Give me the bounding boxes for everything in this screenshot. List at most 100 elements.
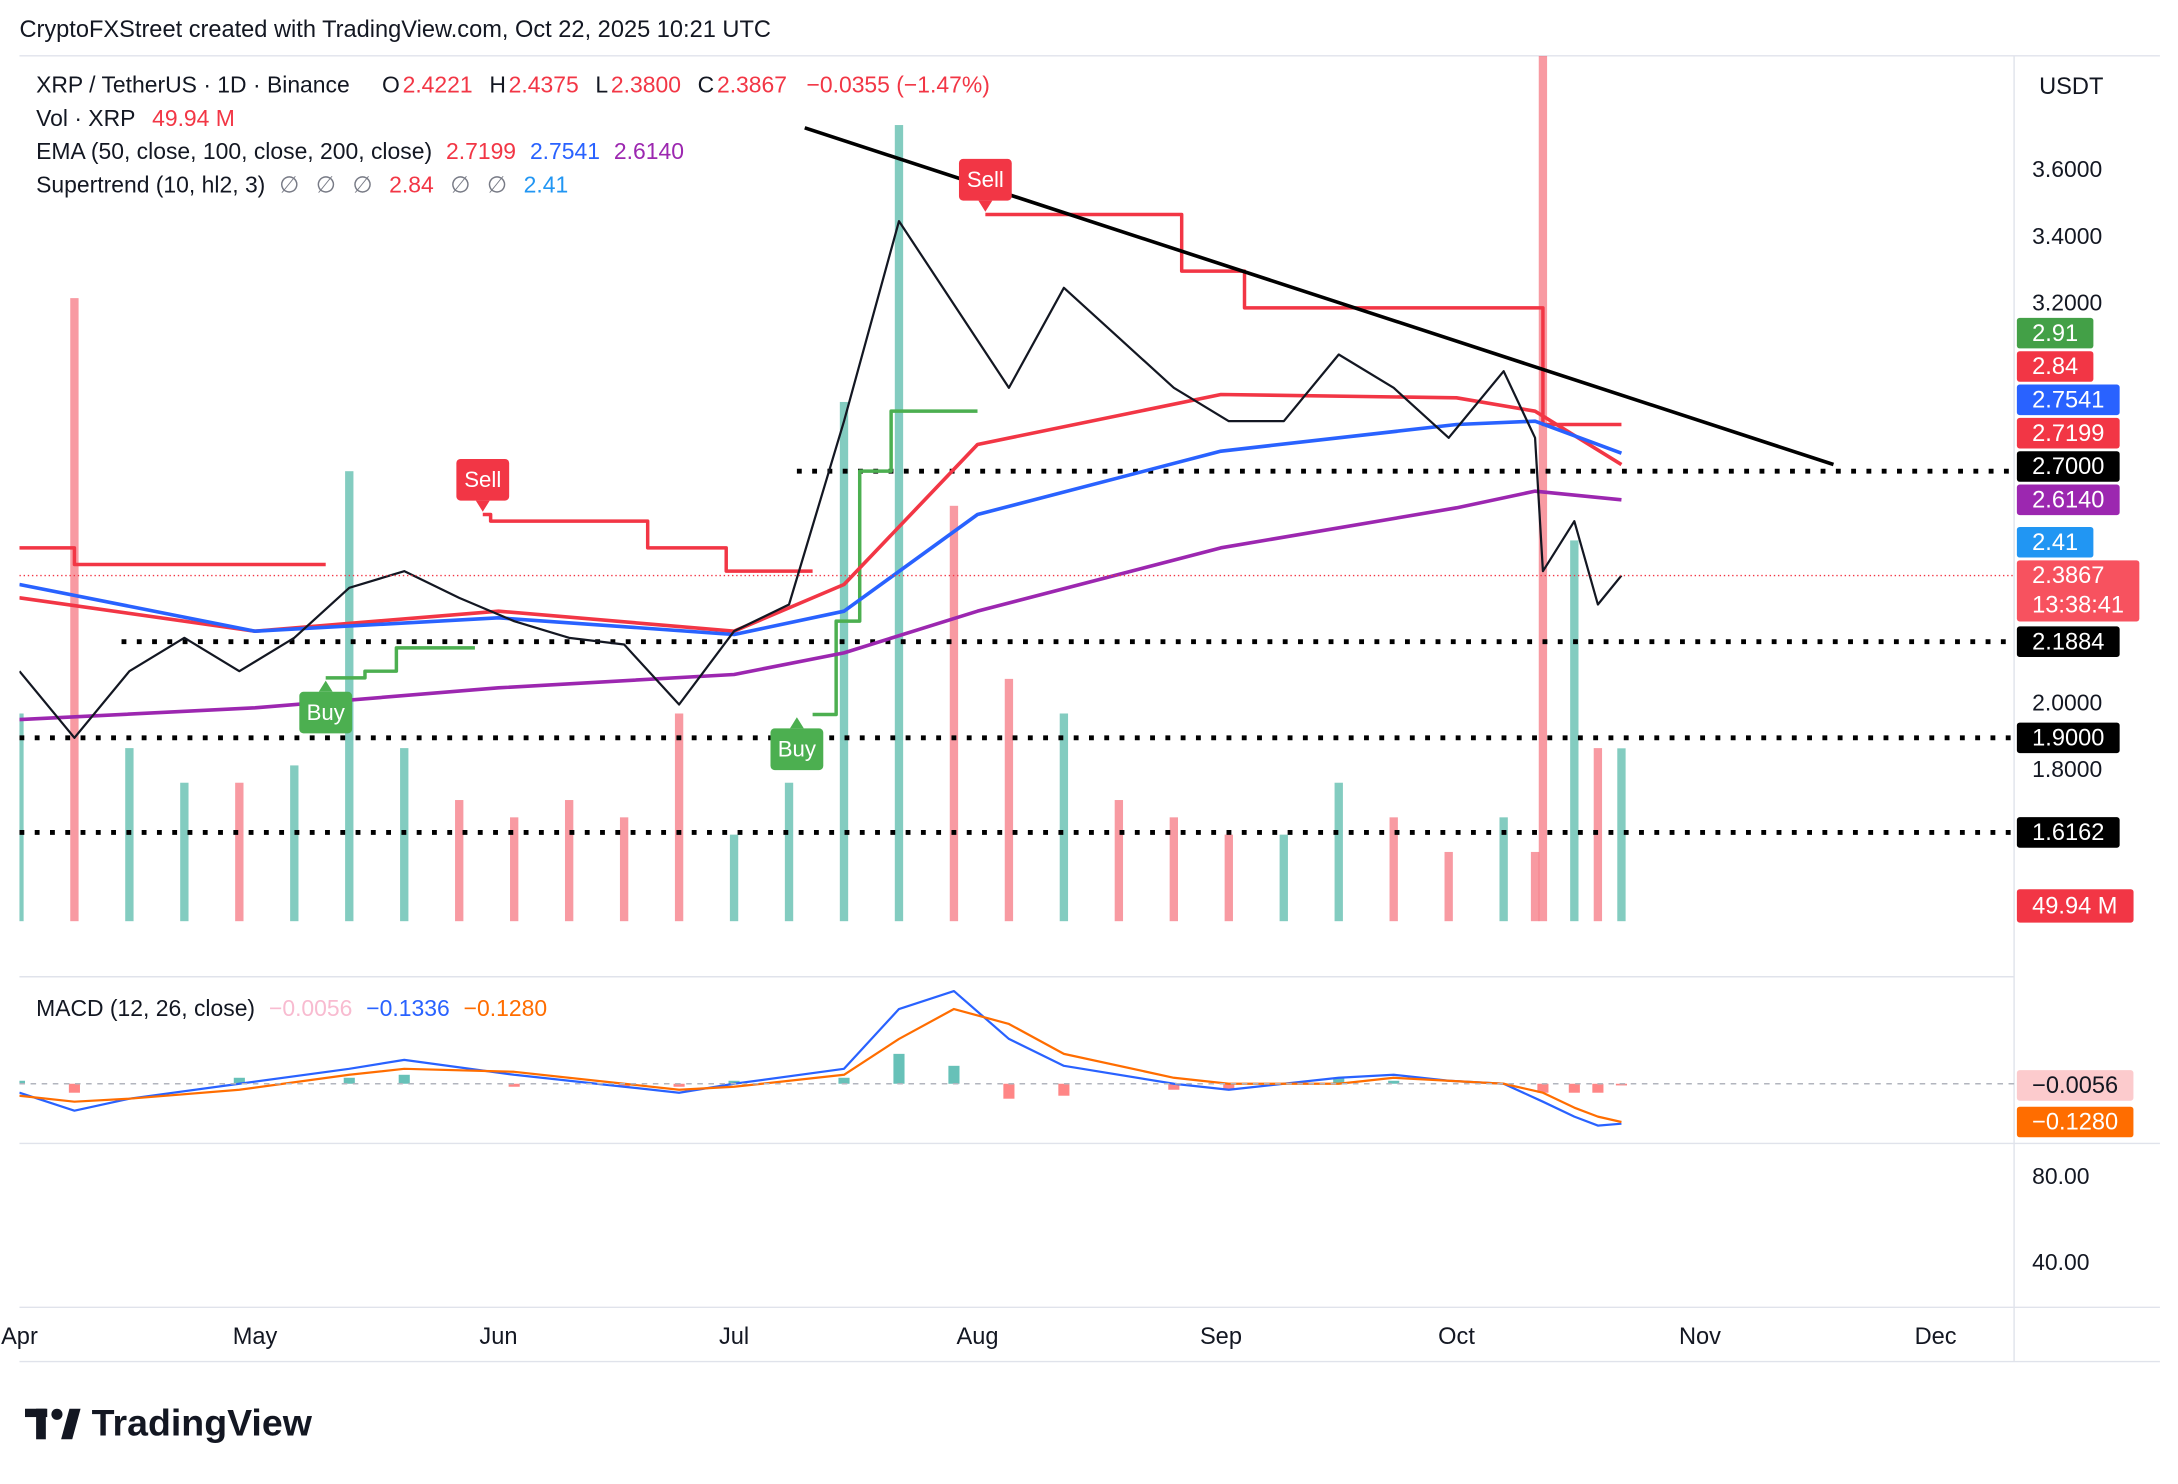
y-tick-label: 2.0000	[2032, 690, 2102, 716]
volume-bar	[180, 782, 189, 922]
plot: Buy Buy Sell Sell	[19, 55, 2015, 1127]
x-tick-label: Dec	[1915, 1324, 1957, 1350]
price-tag	[2016, 526, 2094, 558]
legend-text: XRP / TetherUS · 1D · Binance	[36, 71, 350, 97]
macd-histogram-bar	[508, 1083, 520, 1087]
ema-line	[19, 392, 1623, 633]
volume-bar	[1538, 55, 1548, 922]
logo-shape	[51, 1408, 63, 1420]
legend-text: 49.94 M	[152, 105, 235, 131]
price-tag-label: −0.1280	[2032, 1110, 2118, 1136]
countdown: 13:38:41	[2032, 592, 2124, 618]
signal-pointer	[475, 500, 490, 512]
y-tick-label: 40.00	[2032, 1249, 2089, 1275]
legend-text: ∅	[450, 171, 470, 197]
volume-bar	[674, 713, 684, 922]
volume-tag	[2016, 889, 2134, 923]
legend-text: −0.1280	[464, 995, 547, 1021]
macd-histogram-bar	[948, 1065, 960, 1084]
legend-text: 2.3867	[717, 71, 787, 97]
volume-bar	[949, 505, 959, 922]
legend-text: −0.0056	[269, 995, 352, 1021]
macd-histogram-bar	[838, 1077, 850, 1084]
legend-text: L	[595, 71, 608, 97]
legend-text: 2.4221	[403, 71, 473, 97]
volume-bar	[1114, 800, 1124, 922]
price-tag	[2016, 384, 2120, 416]
ema-line	[19, 419, 1623, 637]
macd-histogram-bar	[1537, 1083, 1549, 1093]
price-tag-label: 2.84	[2032, 354, 2078, 380]
volume-bar	[19, 713, 24, 922]
price-tag-label: 2.1884	[2032, 629, 2104, 655]
x-tick-label: Apr	[1, 1324, 38, 1350]
signal-line	[19, 1007, 1622, 1124]
y-tick-label: 3.4000	[2032, 223, 2102, 249]
volume-bar	[1499, 817, 1508, 922]
price-tag	[2016, 351, 2094, 382]
legend-text: 2.41	[524, 171, 569, 197]
macd-histogram-bar	[1615, 1083, 1628, 1086]
price-tag-label: 2.6140	[2032, 487, 2104, 513]
x-tick-label: Oct	[1438, 1324, 1475, 1350]
legend-text: H	[489, 71, 506, 97]
signal-label-box	[958, 158, 1012, 201]
y-tick-label: 1.8000	[2032, 756, 2102, 782]
price-tag	[2016, 722, 2120, 754]
macd-histogram-bar	[618, 1083, 630, 1087]
legend-text: ∅	[279, 171, 299, 197]
legend-text: 2.4375	[509, 71, 579, 97]
x-tick-label: Sep	[1200, 1324, 1242, 1350]
volume-bar	[839, 401, 849, 922]
signal-pointer	[789, 717, 804, 729]
volume-bar	[1530, 851, 1540, 922]
currency: USDT	[2039, 74, 2103, 100]
volume-bar	[510, 817, 519, 922]
signal-label: Sell	[464, 467, 501, 492]
volume-bar	[290, 765, 299, 922]
macd-histogram-bar	[1058, 1083, 1070, 1096]
macd-histogram-bar	[673, 1083, 685, 1087]
legend-text: Supertrend (10, hl2, 3)	[36, 171, 265, 197]
logo-shape	[61, 1408, 81, 1440]
price-tag	[2016, 1106, 2134, 1138]
price-tag	[2016, 484, 2120, 516]
volume-bar	[70, 298, 79, 922]
legend-text: 2.84	[389, 171, 434, 197]
x-tick-label: Nov	[1679, 1324, 1721, 1350]
volume-bar	[455, 800, 464, 922]
volume-bar	[235, 782, 244, 922]
volume-bar	[1570, 540, 1579, 922]
price-tag-label: 2.7199	[2032, 421, 2104, 447]
macd-histogram-bar	[1568, 1083, 1580, 1093]
volume-bar	[1334, 782, 1343, 922]
price-tag	[2016, 1070, 2134, 1101]
price-tag-label: 1.9000	[2032, 725, 2104, 751]
volume-bar	[1279, 834, 1288, 922]
price-tag	[2016, 560, 2140, 622]
volume-bar	[1059, 713, 1069, 922]
macd-histogram-bar	[1223, 1083, 1235, 1090]
volume-bar	[1169, 817, 1178, 922]
volume-tag-label: 49.94 M	[2032, 894, 2117, 920]
macd-histogram-bar	[1168, 1083, 1180, 1090]
y-tick-label: 80.00	[2032, 1163, 2089, 1189]
signal-label: Buy	[307, 700, 346, 725]
volume-bar	[1004, 678, 1014, 922]
volume-bar	[784, 782, 794, 922]
supertrend-up	[325, 409, 978, 717]
legend-text: −0.0355 (−1.47%)	[806, 71, 989, 97]
macd-histogram-bar	[893, 1053, 905, 1084]
volume-bar	[1617, 748, 1626, 922]
logo-shape	[36, 1408, 46, 1440]
x-tick-label: Jun	[479, 1324, 517, 1350]
volume-bar	[1444, 851, 1453, 922]
legend-text: ∅	[352, 171, 372, 197]
price-tag	[2016, 451, 2120, 482]
legend-text: ∅	[487, 171, 507, 197]
volume-bar	[1224, 834, 1233, 922]
volume-bar	[894, 125, 904, 922]
volume-bar	[729, 834, 739, 922]
